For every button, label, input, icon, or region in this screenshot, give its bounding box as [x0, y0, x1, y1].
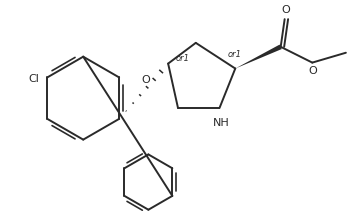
Text: or1: or1 [176, 54, 190, 63]
Text: or1: or1 [227, 50, 241, 59]
Text: O: O [308, 66, 317, 75]
Text: Cl: Cl [29, 74, 39, 84]
Text: O: O [141, 75, 150, 85]
Text: O: O [281, 5, 290, 15]
Polygon shape [235, 45, 282, 69]
Text: NH: NH [213, 118, 230, 128]
